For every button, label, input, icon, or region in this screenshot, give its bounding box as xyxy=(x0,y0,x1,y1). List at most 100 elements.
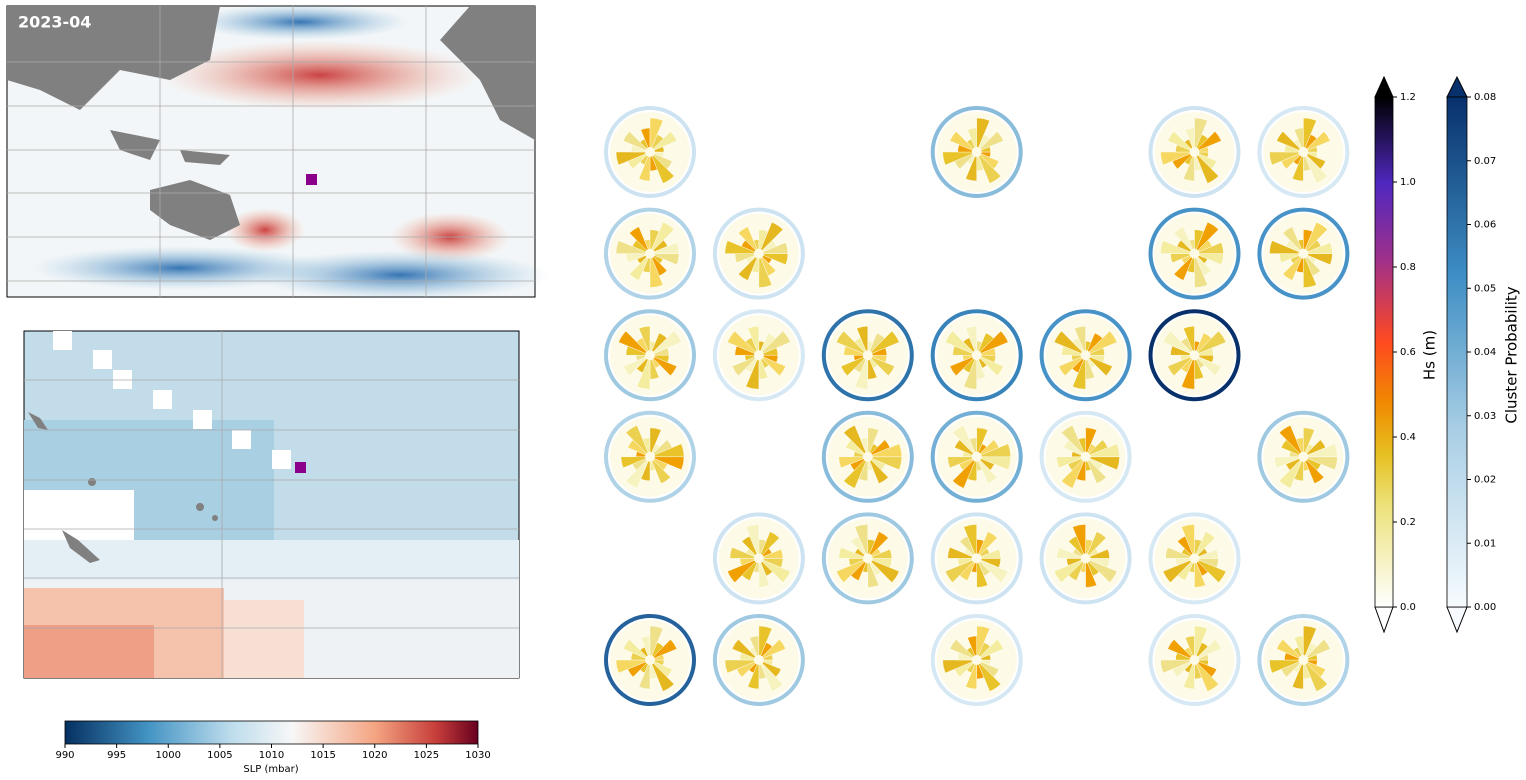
rose-sector xyxy=(1074,325,1086,356)
rose-center xyxy=(1189,655,1200,665)
rose-sector xyxy=(976,625,990,661)
cluster-ring xyxy=(712,614,805,706)
cluster-ring xyxy=(1148,106,1241,198)
rose-sector xyxy=(1085,427,1097,457)
rose-sector xyxy=(976,151,1002,184)
cluster-ring xyxy=(930,410,1023,503)
rose-sector xyxy=(976,659,1002,692)
rose-sector xyxy=(1160,151,1195,166)
colorbar-tick-label: 0.6 xyxy=(1400,347,1416,358)
wave-rose xyxy=(1148,512,1241,605)
rose-sector xyxy=(1276,131,1304,153)
rose-sector xyxy=(1303,639,1331,661)
rose-sector xyxy=(949,639,977,661)
colorbar-tick-label: 0.03 xyxy=(1474,411,1496,422)
rose-sector xyxy=(942,151,977,166)
rose-center xyxy=(1189,553,1200,564)
rose-sector xyxy=(758,355,786,376)
wave-rose xyxy=(604,207,696,300)
rose-sector xyxy=(867,443,903,457)
rose-sector xyxy=(867,548,893,559)
rose-sector xyxy=(836,330,868,356)
rose-sector xyxy=(840,355,868,376)
slp-tick-label: 1005 xyxy=(207,750,232,761)
rose-sector xyxy=(731,639,760,661)
rose-sector xyxy=(747,325,760,356)
rose-sector xyxy=(949,131,977,153)
rose-sector xyxy=(976,347,996,356)
wave-rose xyxy=(1148,106,1241,198)
rose-sector xyxy=(965,325,977,356)
wave-rose xyxy=(604,106,696,198)
rose-sector xyxy=(649,253,664,288)
cluster-ring xyxy=(604,207,696,300)
cluster-ring xyxy=(930,106,1023,198)
cluster-ring xyxy=(1148,614,1241,706)
wave-rose xyxy=(1148,614,1241,706)
rose-sector xyxy=(947,547,977,559)
rose-sector xyxy=(856,325,868,356)
hs-label: Hs (m) xyxy=(1421,330,1439,380)
rose-center xyxy=(753,655,764,665)
wave-rose xyxy=(1039,410,1132,503)
rose-center xyxy=(1298,655,1309,665)
rose-sector xyxy=(976,131,1004,153)
rose-sector xyxy=(1282,226,1304,254)
rose-sector xyxy=(649,659,675,692)
wave-rose xyxy=(1148,309,1241,402)
wave-rose xyxy=(604,309,696,402)
prob-extend-top xyxy=(1446,75,1468,98)
rose-center xyxy=(971,451,982,462)
rose-sector xyxy=(758,242,789,254)
cluster-ring xyxy=(1148,207,1241,300)
rose-sector xyxy=(622,131,651,153)
rose-sector xyxy=(758,253,773,288)
rose-sector xyxy=(1303,242,1333,254)
slp-colorbar xyxy=(64,720,479,745)
rose-center xyxy=(753,553,764,564)
colorbar-tick-label: 0.01 xyxy=(1474,538,1496,549)
rose-sector xyxy=(758,558,791,583)
prob-extend-bottom xyxy=(1446,606,1468,634)
rose-center xyxy=(862,553,873,564)
rose-sector xyxy=(1183,325,1195,356)
rose-sector xyxy=(649,427,662,457)
rose-sector xyxy=(1183,659,1195,690)
rose-sector xyxy=(976,456,998,484)
rose-sector xyxy=(1194,659,1219,692)
rose-sector xyxy=(738,253,760,281)
zoom-map xyxy=(23,330,520,679)
rose-sector xyxy=(1160,240,1195,254)
rose-sector xyxy=(724,659,759,674)
rose-sector xyxy=(1279,456,1304,489)
colorbar-tick-label: 0.04 xyxy=(1474,347,1496,358)
slp-tick-label: 1015 xyxy=(310,750,335,761)
rose-sector xyxy=(625,425,651,457)
rose-sector xyxy=(649,151,675,184)
rose-sector xyxy=(1194,548,1219,559)
colorbar-tick-label: 0.07 xyxy=(1474,156,1496,167)
prob-label: Cluster Probability xyxy=(1503,286,1521,423)
rose-sector xyxy=(1056,456,1086,469)
prob-colorbar xyxy=(1446,96,1468,608)
rose-sector xyxy=(1053,558,1086,583)
wave-rose xyxy=(821,512,914,605)
rose-sector xyxy=(1085,443,1120,457)
rose-sector xyxy=(1181,355,1195,390)
rose-sector xyxy=(1085,548,1110,559)
rose-sector xyxy=(758,531,780,559)
rose-sector xyxy=(1194,347,1214,356)
rose-sector xyxy=(620,456,651,469)
wave-rose xyxy=(1257,614,1350,706)
rose-sector xyxy=(1303,131,1331,153)
cluster-ring xyxy=(1257,410,1350,503)
rose-sector xyxy=(1167,131,1195,153)
rose-sector xyxy=(1274,456,1304,469)
rose-sector xyxy=(747,659,760,690)
cluster-ring xyxy=(930,309,1023,402)
ocean-map: 2023-04 xyxy=(6,4,550,300)
rose-sector xyxy=(976,558,1009,583)
rose-sector xyxy=(1194,131,1222,153)
rose-sector xyxy=(867,558,900,583)
rose-sector xyxy=(625,456,651,489)
